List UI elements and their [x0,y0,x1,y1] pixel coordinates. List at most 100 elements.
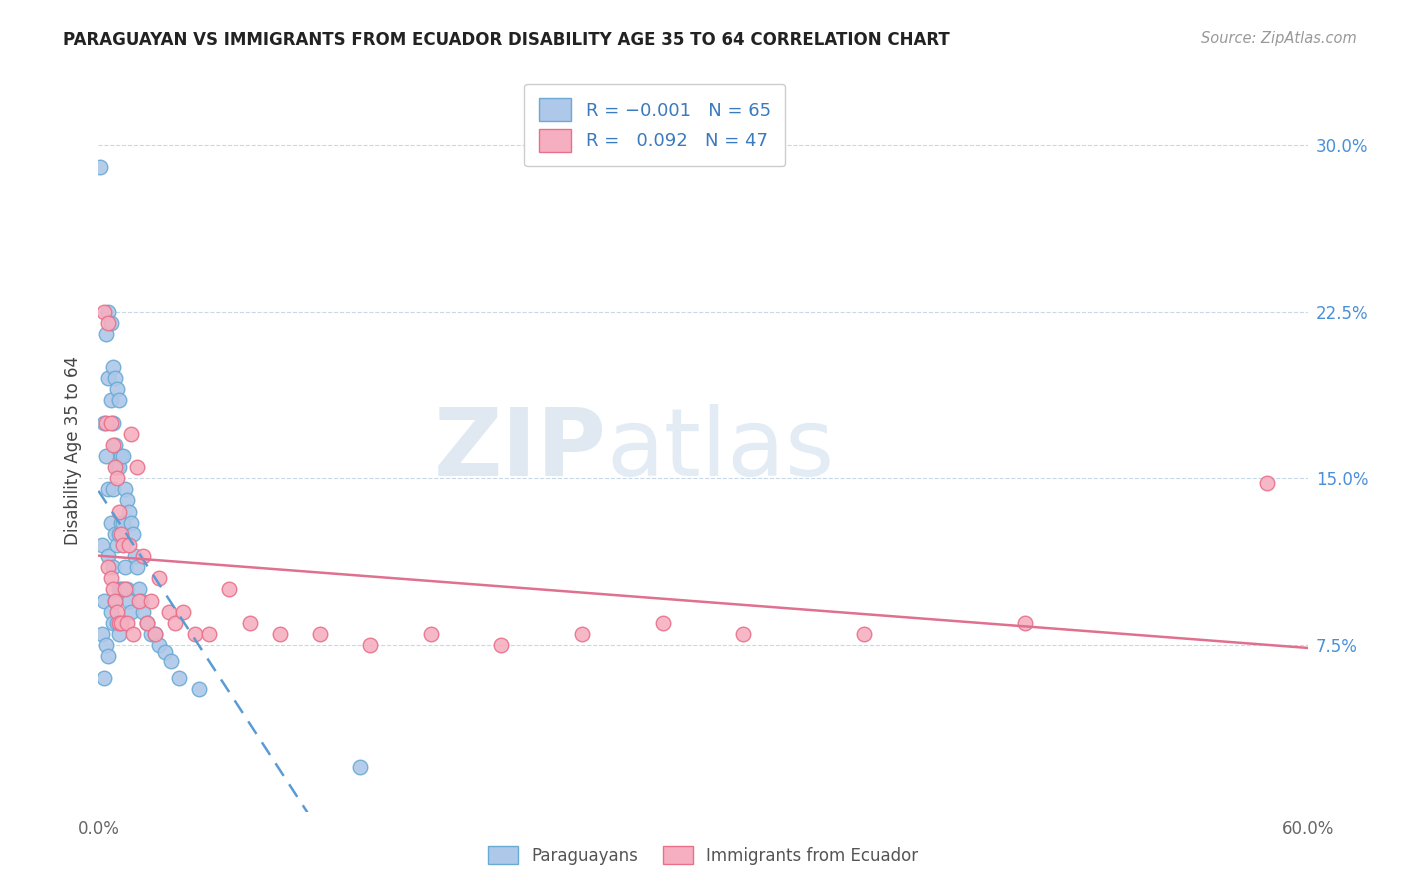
Y-axis label: Disability Age 35 to 64: Disability Age 35 to 64 [65,356,83,545]
Point [143,627,166,641]
Text: ZIP: ZIP [433,404,606,497]
Point [114,483,136,497]
Point [93,671,115,685]
Point [103,371,125,385]
Point [349,760,371,774]
Point [128,593,150,607]
Point [100,316,122,330]
Point [143,627,166,641]
Point [651,615,673,630]
Point [105,605,128,619]
Point [115,493,138,508]
Point [96,449,118,463]
Point [103,438,125,452]
Point [571,627,593,641]
Point [121,627,143,641]
Point [218,582,240,597]
Point [103,593,125,607]
Point [120,605,142,619]
Point [107,505,129,519]
Point [97,371,120,385]
Point [148,571,170,585]
Legend: Paraguayans, Immigrants from Ecuador: Paraguayans, Immigrants from Ecuador [479,838,927,873]
Point [184,627,207,641]
Point [239,615,262,630]
Point [167,671,190,685]
Point [97,304,120,318]
Point [111,516,134,530]
Point [360,638,382,652]
Point [103,460,125,475]
Point [101,483,124,497]
Point [91,627,114,641]
Point [269,627,291,641]
Point [107,627,129,641]
Point [115,582,138,597]
Point [309,627,332,641]
Point [114,582,136,597]
Legend: R = −0.001   N = 65, R =   0.092   N = 47: R = −0.001 N = 65, R = 0.092 N = 47 [524,84,785,166]
Text: PARAGUAYAN VS IMMIGRANTS FROM ECUADOR DISABILITY AGE 35 TO 64 CORRELATION CHART: PARAGUAYAN VS IMMIGRANTS FROM ECUADOR DI… [63,31,950,49]
Point [103,593,125,607]
Point [139,593,162,607]
Point [100,393,122,408]
Point [120,426,142,441]
Point [135,615,157,630]
Point [107,526,129,541]
Point [101,360,124,375]
Point [121,526,143,541]
Point [111,582,134,597]
Point [97,316,120,330]
Point [105,382,128,396]
Point [111,449,134,463]
Point [135,615,157,630]
Point [118,593,141,607]
Point [118,538,141,552]
Point [101,438,124,452]
Point [172,605,194,619]
Point [114,560,136,574]
Point [125,460,148,475]
Point [1014,615,1036,630]
Point [118,505,141,519]
Point [103,526,125,541]
Point [198,627,221,641]
Point [124,549,146,563]
Point [110,615,132,630]
Point [110,449,132,463]
Point [100,516,122,530]
Point [100,605,122,619]
Point [107,615,129,630]
Point [97,560,120,574]
Point [96,416,118,430]
Point [110,516,132,530]
Point [853,627,876,641]
Point [120,516,142,530]
Text: atlas: atlas [606,404,835,497]
Point [1256,475,1278,490]
Point [153,645,176,659]
Point [163,615,186,630]
Point [128,582,150,597]
Point [132,605,155,619]
Point [111,538,134,552]
Point [97,549,120,563]
Point [101,560,124,574]
Point [733,627,755,641]
Point [115,615,138,630]
Point [157,605,180,619]
Point [105,460,128,475]
Point [105,538,128,552]
Point [96,326,118,341]
Point [148,638,170,652]
Point [97,649,120,664]
Point [132,549,155,563]
Point [96,638,118,652]
Point [105,615,128,630]
Point [420,627,443,641]
Point [101,615,124,630]
Point [93,593,115,607]
Point [129,593,152,607]
Point [91,538,114,552]
Point [110,582,132,597]
